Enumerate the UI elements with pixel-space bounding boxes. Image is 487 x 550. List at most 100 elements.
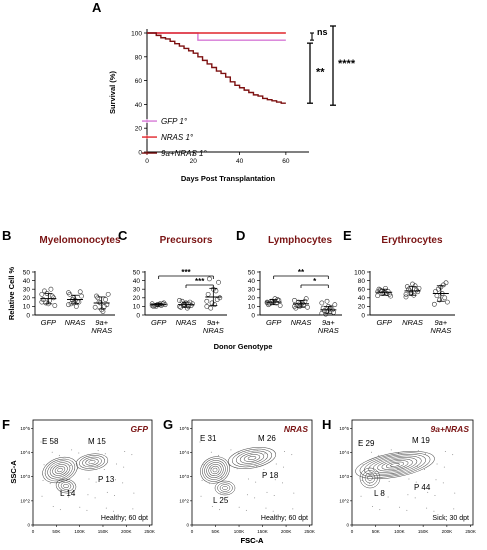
dot-category-label: NRAS bbox=[65, 318, 86, 327]
a-ytick-label: 100 bbox=[131, 31, 142, 38]
flow-event-dot bbox=[78, 452, 80, 454]
dot-category-label: NRAS bbox=[203, 326, 224, 335]
flow-contour-line bbox=[47, 460, 73, 480]
flow-event-dot bbox=[406, 509, 408, 511]
flow-event-dot bbox=[124, 450, 126, 452]
flow-y-label: SSC-A bbox=[9, 460, 18, 484]
flow-event-dot bbox=[434, 494, 436, 496]
flow-event-dot bbox=[51, 451, 53, 453]
dot-point bbox=[375, 293, 381, 299]
dot-point bbox=[103, 297, 108, 302]
flow-event-dot bbox=[112, 510, 114, 512]
dot-category-label: 9a+ bbox=[322, 318, 335, 327]
a-x-label: Days Post Transplantation bbox=[181, 174, 276, 183]
a-y-label: Survival (%) bbox=[108, 71, 117, 114]
flow-status-text: Sick; 30 dpt bbox=[432, 515, 469, 522]
dot-ytick-label: 50 bbox=[133, 269, 141, 276]
dot-ytick-label: 30 bbox=[248, 287, 256, 294]
flow-event-dot bbox=[379, 509, 381, 511]
dot-point bbox=[323, 311, 329, 317]
flow-event-dot bbox=[123, 466, 125, 468]
dot-ytick-label: 30 bbox=[133, 287, 141, 294]
flow-ytick-label: 10^5 bbox=[20, 426, 30, 431]
flow-event-dot bbox=[388, 480, 390, 482]
flow-genotype-tag: NRAS bbox=[284, 424, 308, 434]
dot-panel-title: Precursors bbox=[160, 235, 213, 246]
flow-contour-line bbox=[381, 460, 409, 470]
flow-xtick-label: 150K bbox=[98, 529, 109, 534]
flow-ytick-label: 0 bbox=[346, 523, 349, 528]
flow-event-dot bbox=[105, 507, 107, 509]
flow-event-dot bbox=[208, 483, 210, 485]
flow-event-dot bbox=[257, 450, 259, 452]
flow-event-dot bbox=[368, 483, 370, 485]
flow-event-dot bbox=[69, 480, 71, 482]
flow-event-dot bbox=[211, 505, 213, 507]
flow-event-dot bbox=[59, 509, 61, 511]
flow-contour-line bbox=[217, 482, 233, 494]
flow-gate-label: P 18 bbox=[262, 471, 279, 480]
dot-category-label: NRAS bbox=[91, 326, 112, 335]
flow-contour-line bbox=[228, 447, 276, 469]
a-legend-entry: GFP 1° bbox=[161, 117, 188, 126]
flow-event-dot bbox=[256, 465, 258, 467]
flow-gate-label: M 19 bbox=[412, 436, 430, 445]
dot-ytick-label: 10 bbox=[133, 304, 141, 311]
flow-contour-line bbox=[60, 482, 72, 490]
flow-xtick-label: 150K bbox=[257, 529, 268, 534]
dot-point bbox=[190, 301, 195, 307]
flow-xtick-label: 150K bbox=[418, 529, 429, 534]
flow-ytick-label: 10^3 bbox=[339, 474, 349, 479]
a-ytick-label: 80 bbox=[135, 54, 143, 61]
dot-ytick-label: 60 bbox=[358, 287, 366, 294]
flow-plot-frame bbox=[191, 419, 313, 526]
flow-event-dot bbox=[220, 493, 222, 495]
flow-event-dot bbox=[238, 506, 240, 508]
dot-point bbox=[324, 298, 330, 304]
flow-event-dot bbox=[71, 449, 73, 451]
flow-contour-line bbox=[85, 458, 99, 466]
flow-event-dot bbox=[210, 451, 212, 453]
a-ytick-label: 60 bbox=[135, 78, 143, 85]
flow-plot-frame bbox=[351, 419, 474, 526]
dot-ytick-label: 20 bbox=[23, 295, 31, 302]
dot-point bbox=[209, 300, 215, 306]
flow-event-dot bbox=[201, 480, 203, 482]
dot-point bbox=[52, 303, 58, 308]
flow-xtick-label: 200K bbox=[121, 529, 132, 534]
dot-category-label: NRAS bbox=[402, 318, 423, 327]
flow-event-dot bbox=[70, 465, 72, 467]
dot-point bbox=[51, 295, 56, 301]
flow-event-dot bbox=[264, 453, 266, 455]
flow-event-dot bbox=[263, 469, 265, 471]
flow-event-dot bbox=[292, 508, 294, 510]
flow-event-dot bbox=[452, 454, 454, 456]
dot-ytick-label: 40 bbox=[133, 278, 141, 285]
a-sig-3: **** bbox=[338, 58, 356, 70]
dot-point bbox=[79, 293, 84, 299]
dot-point bbox=[293, 305, 299, 311]
dot-point bbox=[277, 303, 283, 308]
flow-event-dot bbox=[229, 465, 231, 467]
flow-event-dot bbox=[87, 494, 89, 496]
flow-event-dot bbox=[424, 469, 426, 471]
dot-point bbox=[66, 302, 71, 308]
dot-ytick-label: 80 bbox=[358, 278, 366, 285]
flow-x-label: FSC-A bbox=[241, 536, 264, 545]
dot-point bbox=[216, 279, 221, 285]
flow-event-dot bbox=[97, 450, 99, 452]
flow-event-dot bbox=[42, 480, 44, 482]
flow-contour-line bbox=[362, 470, 378, 486]
flow-event-dot bbox=[387, 496, 389, 498]
flow-xtick-label: 200K bbox=[442, 529, 453, 534]
flow-event-dot bbox=[131, 454, 133, 456]
flow-event-dot bbox=[106, 491, 108, 493]
flow-contour-line bbox=[364, 454, 426, 476]
flow-genotype-tag: 9a+NRAS bbox=[430, 424, 469, 434]
flow-event-dot bbox=[103, 469, 105, 471]
dot-comparison-label: *** bbox=[195, 277, 205, 286]
flow-gate-label: E 31 bbox=[200, 434, 217, 443]
flow-event-dot bbox=[399, 506, 401, 508]
